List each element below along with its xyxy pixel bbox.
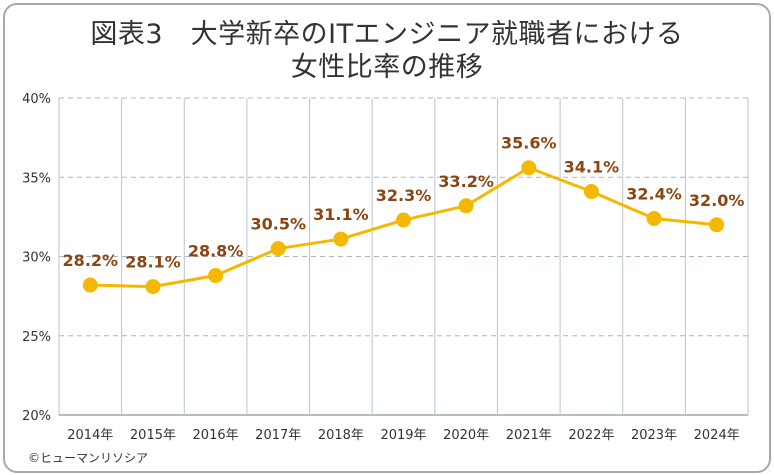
data-point [458, 198, 474, 214]
data-label: 28.2% [63, 251, 119, 270]
chart-title: 図表3 大学新卒のITエンジニア就職者における 女性比率の推移 [0, 18, 774, 84]
grid-lines [58, 97, 749, 416]
chart-frame [3, 3, 771, 473]
data-point [82, 277, 98, 293]
data-label: 32.4% [626, 184, 682, 203]
data-point [208, 268, 224, 284]
x-tick-label: 2016年 [193, 428, 239, 443]
chart-title-line-2: 女性比率の推移 [290, 52, 484, 83]
data-labels: 28.2% 28.1% 28.8% 30.5% 31.1% 32.3% 33.2% 35.6%… [63, 134, 745, 272]
x-tick-label: 2019年 [380, 428, 426, 443]
x-tick-label: 2014年 [67, 428, 113, 443]
y-tick-label: 30% [22, 251, 51, 266]
data-point [646, 210, 662, 226]
data-point [521, 160, 537, 176]
series-women-ratio [82, 160, 725, 295]
chart-title-line-1: 図表3 大学新卒のITエンジニア就職者における [90, 19, 684, 50]
data-label: 28.1% [125, 253, 181, 272]
data-point [583, 184, 599, 200]
data-label: 28.8% [188, 242, 244, 261]
data-label: 32.3% [376, 186, 432, 205]
data-label: 35.6% [501, 134, 557, 153]
x-tick-label: 2020年 [443, 428, 489, 443]
x-tick-label: 2017年 [255, 428, 301, 443]
x-tick-label: 2024年 [694, 428, 740, 443]
x-tick-label: 2021年 [506, 428, 552, 443]
y-tick-label: 35% [22, 171, 51, 186]
y-tick-label: 40% [22, 92, 51, 107]
data-point [709, 217, 725, 233]
y-tick-label: 25% [22, 330, 51, 345]
x-tick-label: 2022年 [568, 428, 614, 443]
data-label: 34.1% [564, 158, 620, 177]
data-label: 30.5% [250, 215, 306, 234]
x-axis: 2014年 2015年 2016年 2017年 2018年 2019年 2020年 2021年… [67, 428, 739, 443]
data-point [396, 212, 411, 228]
x-tick-label: 2018年 [318, 428, 364, 443]
data-label: 32.0% [689, 191, 745, 210]
data-point [333, 231, 349, 247]
data-label: 33.2% [438, 172, 494, 191]
y-axis: 20% 25% 30% 35% 40% [22, 92, 51, 424]
data-point [145, 279, 161, 295]
copyright-credit: ©ヒューマンリソシア [28, 451, 149, 465]
x-tick-label: 2023年 [631, 428, 677, 443]
y-tick-label: 20% [22, 409, 51, 424]
data-point [270, 241, 286, 257]
x-tick-label: 2015年 [130, 428, 176, 443]
data-label: 31.1% [313, 205, 369, 224]
